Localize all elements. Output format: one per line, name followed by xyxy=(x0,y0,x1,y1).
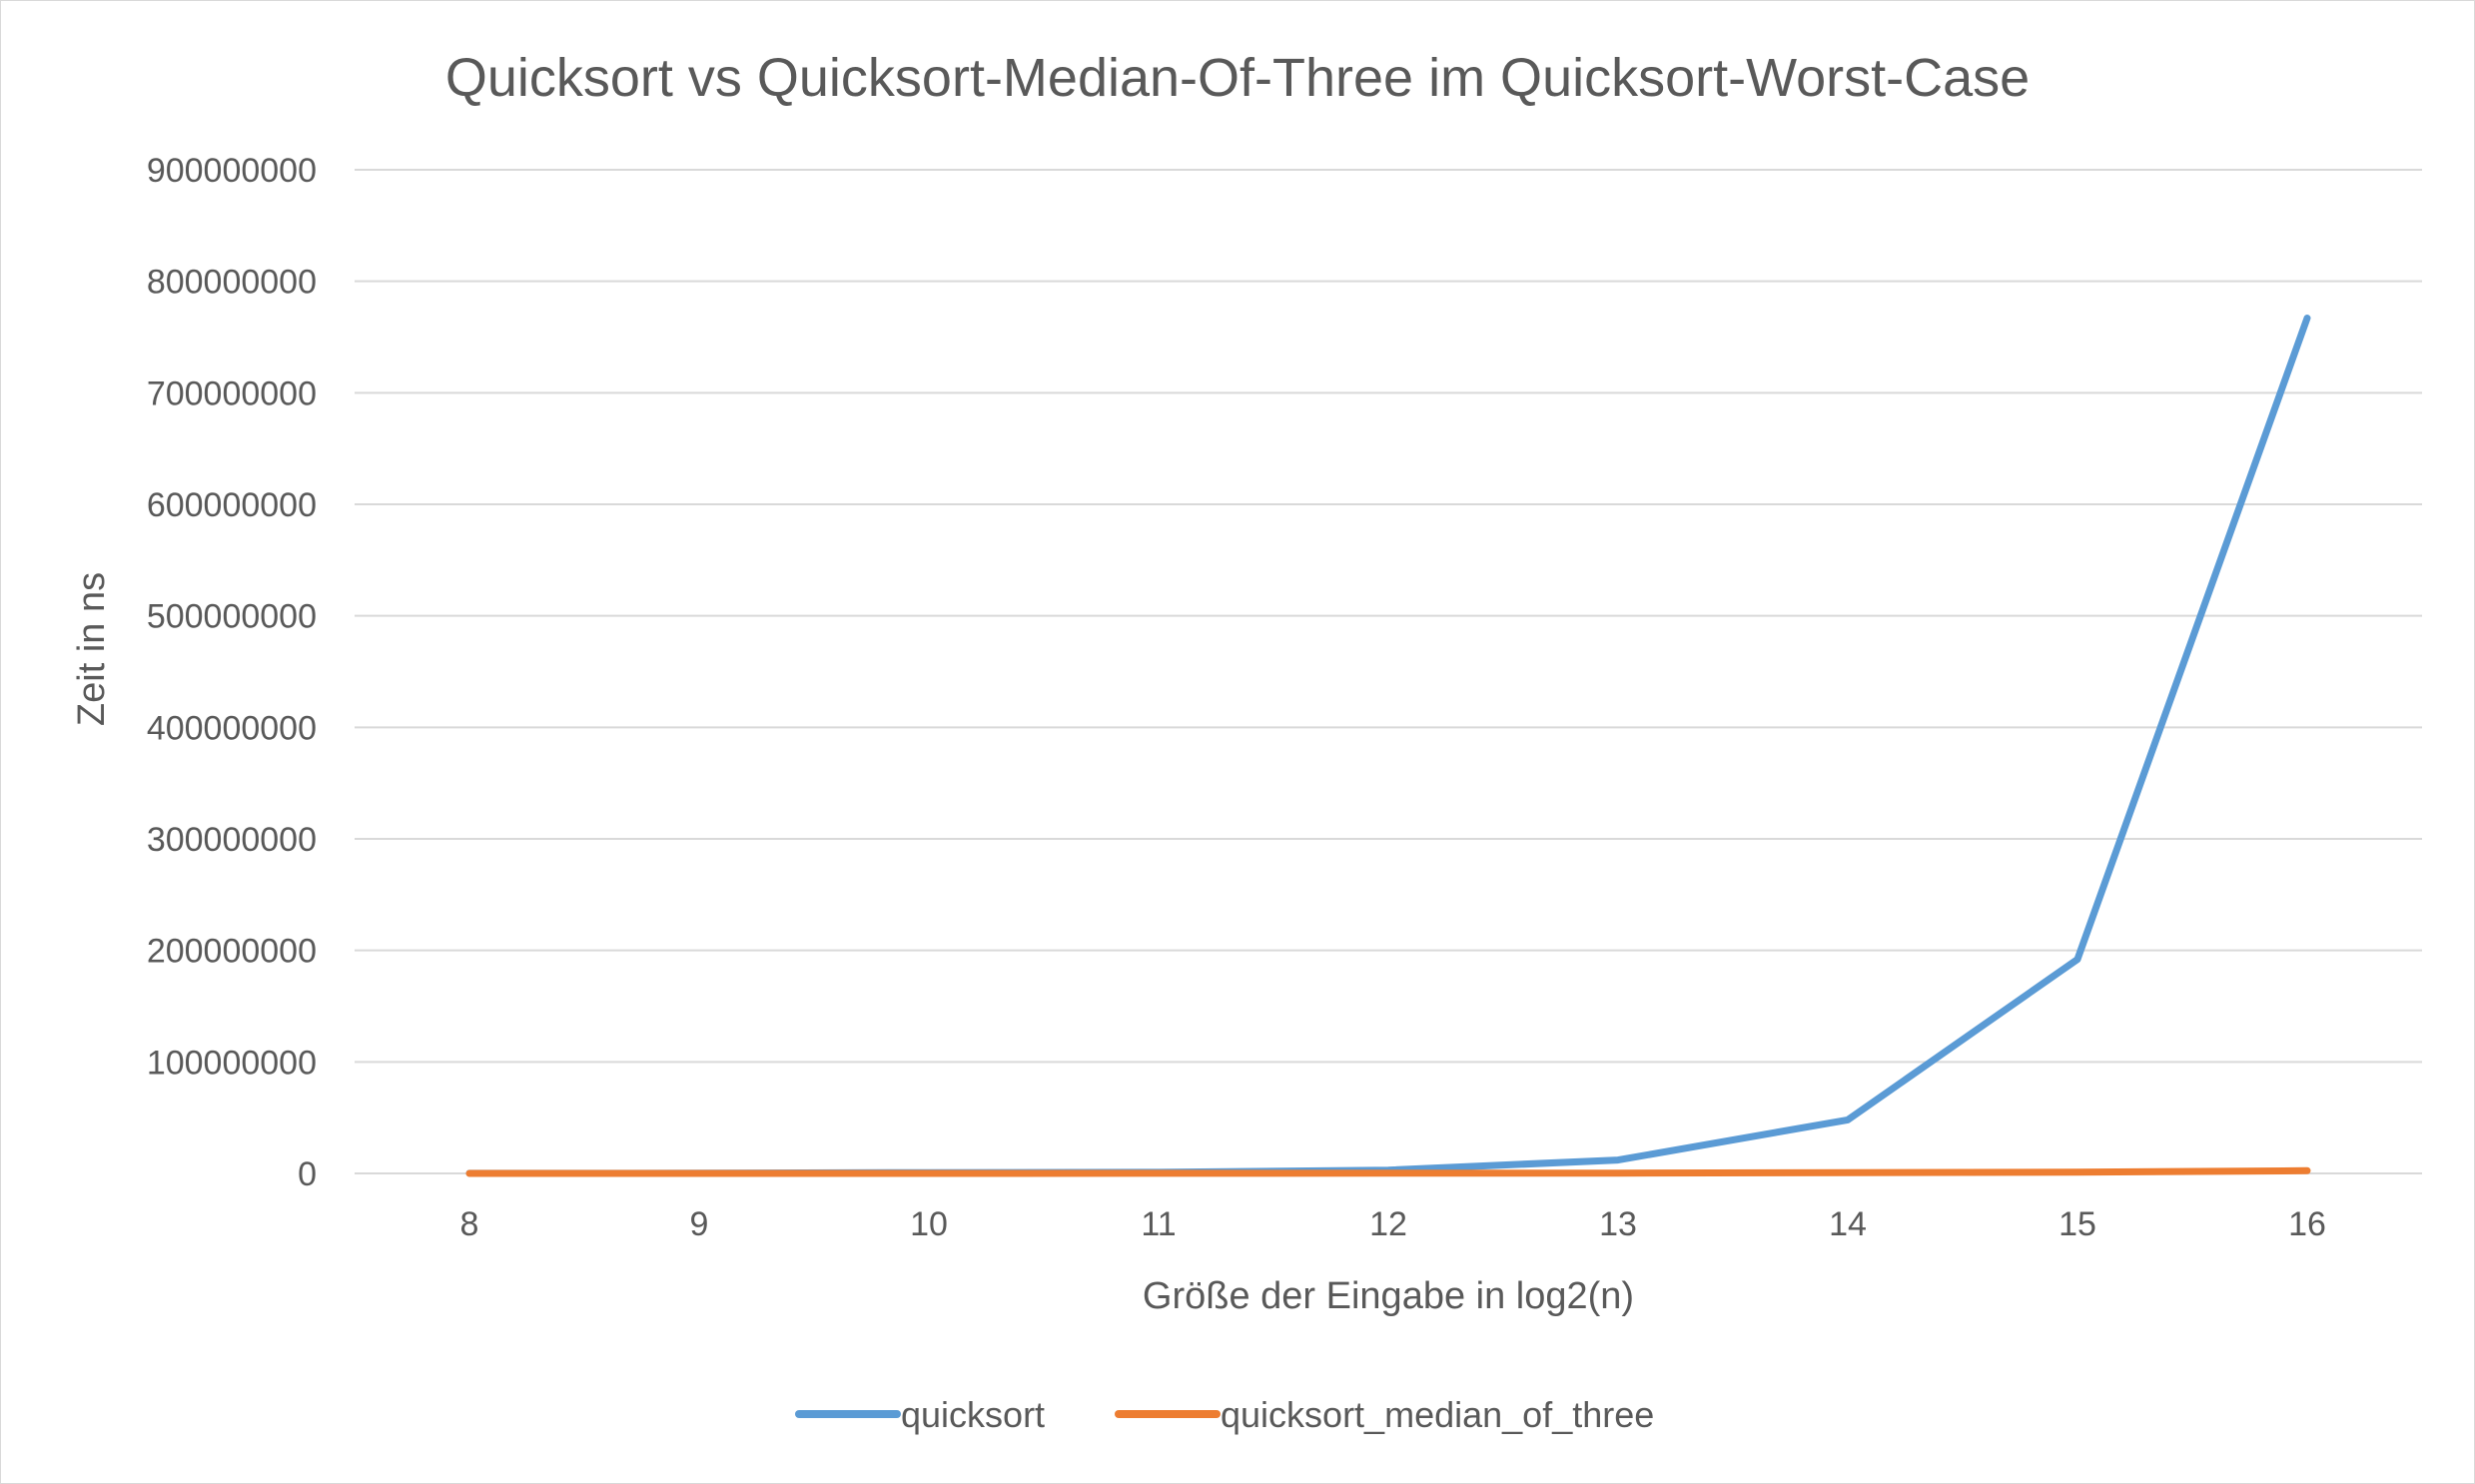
gridlines xyxy=(355,169,2422,1174)
y-tick-label: 200000000 xyxy=(147,933,317,971)
x-tick-label: 11 xyxy=(1141,1205,1176,1243)
y-tick-label: 600000000 xyxy=(147,486,317,524)
y-tick-label: 800000000 xyxy=(147,264,317,302)
legend-label-quicksort: quicksort xyxy=(901,1394,1045,1435)
y-tick-label: 500000000 xyxy=(147,598,317,636)
x-axis-label: Größe der Eingabe in log2(n) xyxy=(1143,1275,1634,1317)
y-tick-label: 900000000 xyxy=(147,152,317,190)
x-tick-labels: 8 9 10 11 12 13 14 15 16 xyxy=(460,1205,2326,1243)
legend-label-quicksort-median-of-three: quicksort_median_of_three xyxy=(1221,1394,1654,1435)
y-tick-label: 400000000 xyxy=(147,709,317,747)
series-line-quicksort-median-of-three xyxy=(465,1166,2311,1177)
x-tick-label: 13 xyxy=(1599,1205,1637,1243)
series-lines xyxy=(465,315,2311,1177)
y-tick-labels: 0 100000000 200000000 300000000 400000000 500… xyxy=(147,152,317,1193)
x-tick-label: 16 xyxy=(2288,1205,2326,1243)
y-tick-label: 700000000 xyxy=(147,374,317,412)
legend: quicksort quicksort_median_of_three xyxy=(795,1394,1654,1435)
x-tick-label: 15 xyxy=(2059,1205,2096,1243)
y-tick-label: 100000000 xyxy=(147,1044,317,1082)
x-tick-label: 12 xyxy=(1369,1205,1407,1243)
y-axis-label: Zeit in ns xyxy=(71,572,113,726)
x-tick-label: 9 xyxy=(690,1205,709,1243)
x-tick-label: 8 xyxy=(460,1205,479,1243)
x-tick-label: 14 xyxy=(1829,1205,1867,1243)
y-tick-label: 0 xyxy=(298,1155,317,1193)
chart-title: Quicksort vs Quicksort-Median-Of-Three i… xyxy=(445,48,2030,108)
y-tick-label: 300000000 xyxy=(147,821,317,859)
series-line-quicksort xyxy=(465,315,2311,1177)
x-tick-label: 10 xyxy=(910,1205,948,1243)
